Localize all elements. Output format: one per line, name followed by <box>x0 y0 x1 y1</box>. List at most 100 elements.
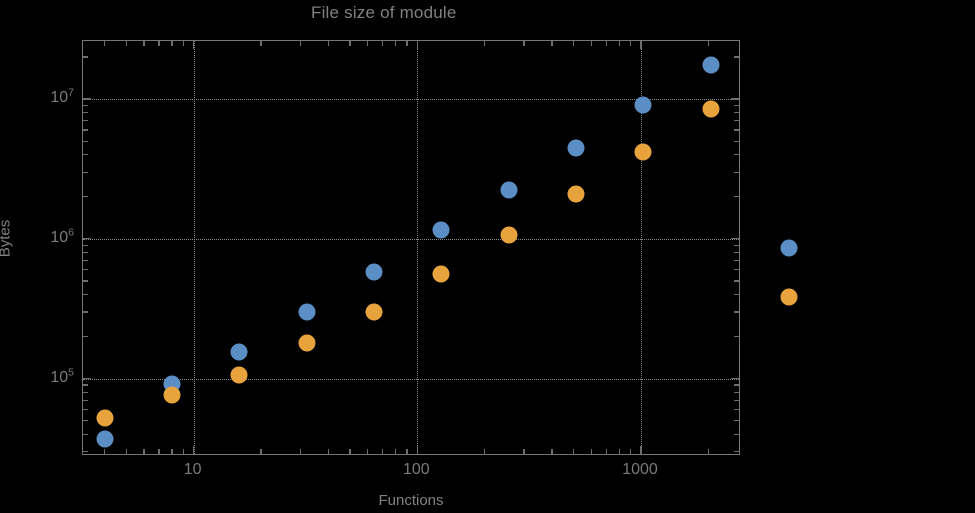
gridline-horizontal <box>83 378 739 380</box>
data-point[interactable] <box>432 221 450 239</box>
x-axis-tick-minor <box>171 449 173 454</box>
y-axis-tick-minor <box>734 244 739 246</box>
y-axis-title: Bytes <box>0 219 14 258</box>
x-axis-tick-minor <box>349 41 351 46</box>
y-axis-tick-minor <box>734 140 739 142</box>
data-point[interactable] <box>365 303 383 321</box>
x-axis-tick-minor <box>590 449 592 454</box>
data-point[interactable] <box>163 386 181 404</box>
x-axis-tick-minor <box>104 41 106 46</box>
x-axis-tick-minor <box>551 449 553 454</box>
outside-point-blue[interactable] <box>780 239 798 257</box>
x-axis-tick-minor <box>523 41 525 46</box>
y-axis-tick-label: 106 <box>50 226 74 246</box>
x-axis-tick-minor <box>182 41 185 46</box>
y-axis-tick-minor <box>734 56 739 58</box>
x-axis-tick-label: 10 <box>183 461 202 478</box>
x-axis-tick-minor <box>395 449 397 454</box>
y-axis-tick-minor <box>83 171 88 173</box>
plot-area <box>83 41 739 454</box>
chart-title: File size of module <box>311 3 457 22</box>
y-axis-tick-minor <box>83 129 88 131</box>
data-point[interactable] <box>298 303 316 321</box>
y-axis-tick-minor <box>83 280 88 282</box>
y-axis-tick-minor <box>83 111 88 114</box>
x-axis-tick-minor <box>260 41 262 46</box>
y-axis-tick-minor <box>734 120 739 122</box>
y-axis-tick-minor <box>734 280 739 282</box>
x-axis-tick-minor <box>349 449 351 454</box>
data-point[interactable] <box>567 185 585 203</box>
y-axis-tick-label: 105 <box>50 366 74 386</box>
y-axis-tick-minor <box>734 269 739 271</box>
outside-point-orange[interactable] <box>780 288 798 306</box>
y-axis-tick-minor <box>83 391 88 393</box>
data-point[interactable] <box>634 96 652 114</box>
data-point[interactable] <box>702 100 720 118</box>
y-axis-tick-minor <box>734 420 739 422</box>
data-point[interactable] <box>500 226 518 244</box>
y-axis-tick-minor <box>734 259 739 262</box>
y-axis-tick-minor <box>734 433 739 435</box>
y-axis-tick-minor <box>83 433 88 435</box>
x-axis-tick-minor <box>125 449 127 454</box>
y-axis-tick-minor <box>734 104 739 106</box>
y-axis-tick-minor <box>83 251 88 253</box>
y-axis-tick-minor <box>734 311 739 313</box>
y-axis-tick-minor <box>734 384 739 386</box>
y-axis-tick-labels: 105 106 107 <box>0 40 74 455</box>
data-point[interactable] <box>230 366 248 384</box>
x-axis-tick-minor <box>182 449 185 454</box>
x-axis-tick-minor <box>260 449 262 454</box>
x-axis-tick-minor <box>143 449 145 454</box>
data-point[interactable] <box>96 409 114 427</box>
x-axis-tick-minor <box>484 449 486 454</box>
x-axis-tick-minor <box>707 449 709 454</box>
x-axis-tick-minor <box>382 449 384 454</box>
y-axis-tick-minor <box>734 129 739 131</box>
plot-frame <box>82 40 740 455</box>
x-axis-tick-minor <box>104 449 106 454</box>
y-axis-tick-major <box>83 238 91 240</box>
x-axis-tick-minor <box>125 41 127 46</box>
y-axis-tick-minor <box>734 196 739 198</box>
x-axis-tick-minor <box>406 449 408 454</box>
data-point[interactable] <box>432 265 450 283</box>
y-axis-tick-minor <box>734 154 739 156</box>
x-axis-tick-minor <box>171 41 173 46</box>
y-axis-tick-major <box>83 98 91 100</box>
x-axis-tick-major <box>416 41 418 49</box>
data-point[interactable] <box>96 430 114 448</box>
data-point[interactable] <box>702 56 720 74</box>
y-axis-tick-minor <box>734 399 739 401</box>
data-point[interactable] <box>230 343 248 361</box>
data-point[interactable] <box>365 263 383 281</box>
x-axis-tick-minor <box>707 41 709 46</box>
x-axis-tick-label: 1000 <box>622 461 658 478</box>
y-axis-tick-minor <box>83 293 88 296</box>
x-axis-tick-minor <box>484 41 486 46</box>
y-axis-tick-major <box>731 378 739 380</box>
y-axis-tick-minor <box>83 336 88 338</box>
gridline-vertical <box>640 41 642 454</box>
y-axis-tick-minor <box>734 111 739 114</box>
x-axis-tick-minor <box>618 41 620 46</box>
y-axis-tick-minor <box>734 409 739 411</box>
y-axis-tick-minor <box>83 269 88 271</box>
x-axis-title: Functions <box>378 492 444 509</box>
data-point[interactable] <box>298 334 316 352</box>
y-axis-tick-label: 107 <box>50 86 74 107</box>
data-point[interactable] <box>634 143 652 161</box>
y-axis-tick-minor <box>734 336 739 338</box>
data-point[interactable] <box>567 139 585 157</box>
x-axis-tick-major <box>193 41 195 49</box>
x-axis-tick-minor <box>573 449 575 454</box>
data-point[interactable] <box>500 181 518 199</box>
x-axis-tick-minor <box>590 41 592 46</box>
y-axis-tick-minor <box>83 120 88 122</box>
y-axis-tick-minor <box>83 384 88 386</box>
y-axis-tick-major <box>731 238 739 240</box>
x-axis-tick-minor <box>299 449 301 454</box>
x-axis-tick-minor <box>605 41 607 46</box>
